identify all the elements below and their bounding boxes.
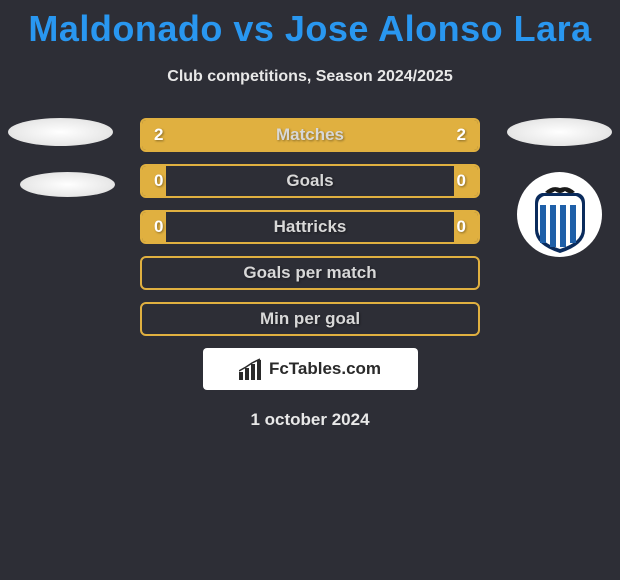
stat-label: Matches <box>142 125 478 145</box>
club-logo-right <box>517 172 602 257</box>
page-title: Maldonado vs Jose Alonso Lara <box>0 0 620 50</box>
player-right-oval-1 <box>507 118 612 146</box>
player-left-oval-2 <box>20 172 115 197</box>
stat-label: Hattricks <box>142 217 478 237</box>
stat-row: Goals per match <box>140 256 480 290</box>
subtitle: Club competitions, Season 2024/2025 <box>0 68 620 86</box>
stat-row: Min per goal <box>140 302 480 336</box>
player-left-oval-1 <box>8 118 113 146</box>
player-right-badges <box>507 118 612 257</box>
stat-label: Goals per match <box>142 263 478 283</box>
stat-row: 0Goals0 <box>140 164 480 198</box>
stat-row: 0Hattricks0 <box>140 210 480 244</box>
fctables-badge: FcTables.com <box>203 348 418 390</box>
fctables-icon <box>239 358 263 380</box>
stat-rows-container: 2Matches2 0Goals0 0Hattricks0 Goals per mat… <box>140 118 480 336</box>
date-text: 1 october 2024 <box>0 410 620 430</box>
stat-label: Goals <box>142 171 478 191</box>
content-area: 2Matches2 0Goals0 0Hattricks0 Goals per mat… <box>0 118 620 430</box>
player-left-badges <box>8 118 115 223</box>
stat-row: 2Matches2 <box>140 118 480 152</box>
club-logo-svg <box>520 175 600 255</box>
fctables-text: FcTables.com <box>269 359 381 379</box>
stat-label: Min per goal <box>142 309 478 329</box>
